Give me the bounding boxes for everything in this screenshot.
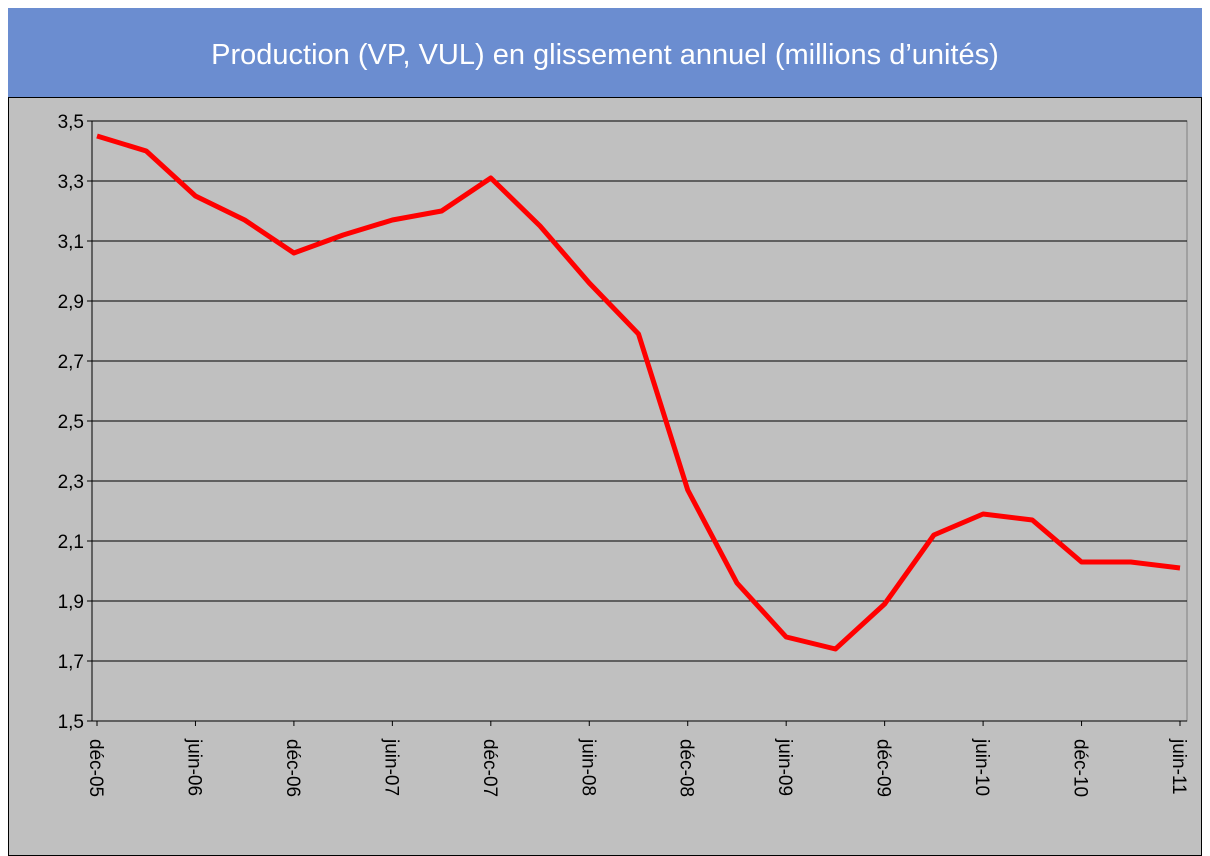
x-tick-label: juin-07	[380, 738, 401, 796]
y-tick-label: 2,1	[58, 532, 84, 553]
x-tick-label: déc-05	[85, 739, 106, 797]
y-tick-label: 2,7	[58, 352, 84, 373]
y-tick-label: 3,1	[58, 232, 84, 253]
y-tick-label: 1,5	[58, 712, 84, 733]
x-tick-label: déc-10	[1070, 739, 1091, 797]
x-tick-label: juin-06	[183, 738, 204, 796]
x-tick-label: déc-07	[479, 739, 500, 797]
line-series	[96, 133, 1181, 652]
y-tick-label: 2,5	[58, 412, 84, 433]
x-tick-label: déc-09	[873, 739, 894, 797]
x-tick-label: juin-11	[1168, 738, 1189, 795]
x-tick-label: juin-09	[774, 738, 795, 796]
y-tick-label: 2,3	[58, 472, 84, 493]
y-tick-label: 1,9	[58, 592, 84, 613]
x-tick-label: juin-08	[577, 738, 598, 796]
y-tick-label: 1,7	[58, 652, 84, 673]
title-banner	[8, 8, 1202, 97]
y-tick-label: 3,5	[58, 112, 84, 133]
y-tick-label: 2,9	[58, 292, 84, 313]
x-tick-label: juin-10	[971, 738, 992, 796]
chart-title: Production (VP, VUL) en glissement annue…	[211, 39, 999, 71]
x-tick-label: déc-06	[282, 739, 303, 797]
y-tick-label: 3,3	[58, 172, 84, 193]
x-tick-label: déc-08	[676, 739, 697, 797]
